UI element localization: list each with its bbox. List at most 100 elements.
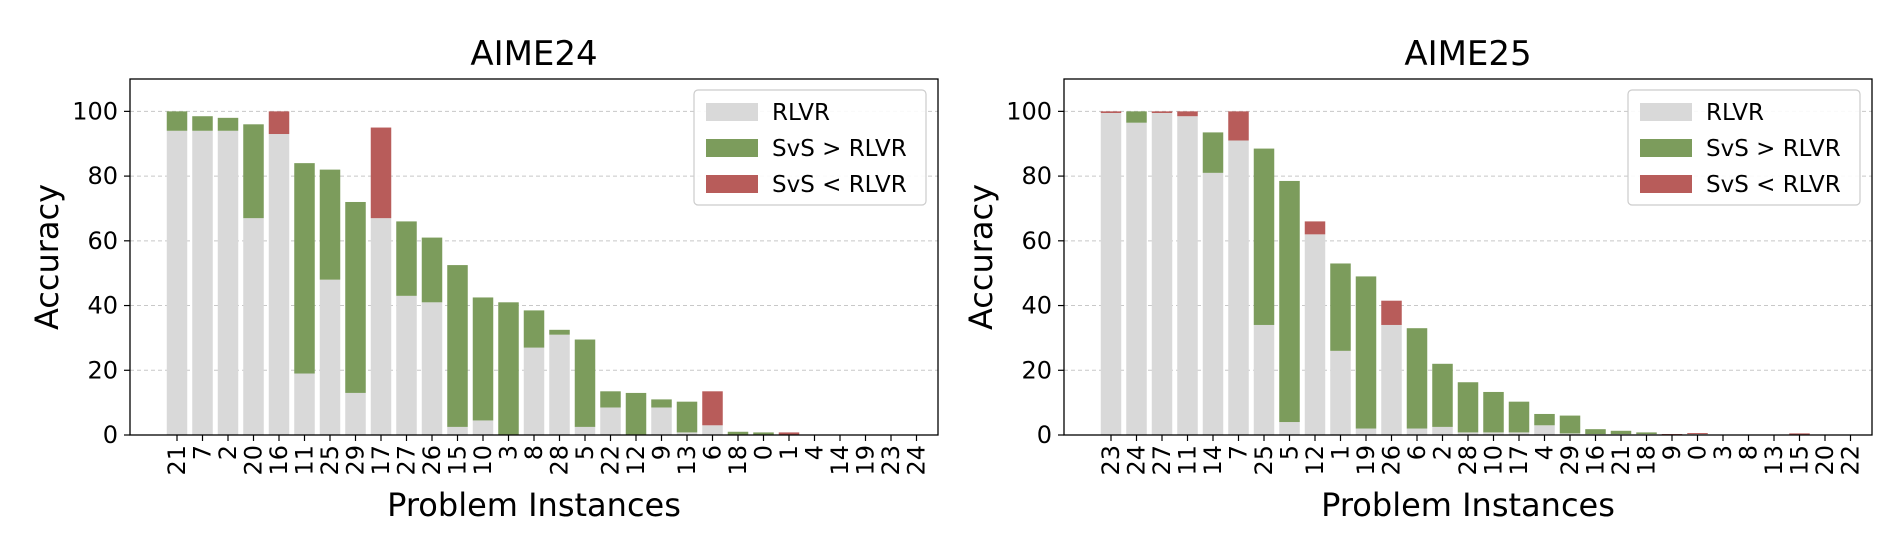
x-tick-label: 12: [1301, 445, 1329, 476]
x-tick-label: 9: [648, 445, 676, 460]
bar-24-svs-better: [1126, 111, 1147, 123]
plot-frame: [129, 78, 939, 436]
bar-16-rlvr: [268, 134, 290, 435]
legend: RLVR SvS > RLVR SvS < RLVR: [693, 89, 927, 206]
x-tick-label: 10: [469, 445, 497, 476]
x-tick-label: 23: [1097, 445, 1125, 476]
bar-15-svs-better: [447, 265, 468, 427]
bar-16-svs-better: [1585, 429, 1606, 435]
bar-1-svs-worse: [778, 432, 800, 435]
y-tick-label: 40: [87, 292, 118, 320]
bar-12-svs-worse: [1304, 221, 1326, 235]
chart-title: AIME24: [470, 34, 597, 74]
bar-15-svs-worse: [1789, 433, 1810, 435]
x-tick-label: 25: [1250, 445, 1278, 476]
bar-24-rlvr: [1126, 122, 1147, 435]
bar-14-rlvr: [1202, 172, 1224, 435]
y-tick-label: 100: [1006, 97, 1052, 125]
legend-label: SvS < RLVR: [772, 172, 907, 198]
x-tick-label: 27: [393, 445, 421, 476]
bar-0-svs-worse: [1687, 433, 1708, 435]
x-axis-label: Problem Instances: [1321, 486, 1615, 524]
bar-10-rlvr: [472, 420, 494, 435]
legend: RLVR SvS > RLVR SvS < RLVR: [1627, 89, 1861, 206]
bar-10-svs-better: [472, 297, 494, 421]
bar-26-rlvr: [421, 302, 443, 435]
bar-8-svs-better: [523, 310, 545, 348]
bar-17-rlvr: [1508, 432, 1530, 435]
bar-11-svs-better: [294, 163, 315, 374]
bar-10-svs-better: [1483, 391, 1504, 433]
bar-7-svs-worse: [1228, 111, 1249, 141]
bar-27-rlvr: [396, 295, 417, 435]
x-tick-label: 9: [1658, 445, 1686, 460]
x-tick-label: 21: [1607, 445, 1635, 476]
bar-21-svs-better: [1610, 430, 1632, 435]
x-tick-label: 11: [291, 445, 319, 476]
bar-27-svs-worse: [1151, 111, 1173, 113]
x-tick-label: 29: [342, 445, 370, 476]
legend-swatch-svs-better: [1640, 139, 1692, 157]
x-tick-label: 19: [852, 445, 880, 476]
x-tick-label: 17: [1505, 445, 1533, 476]
x-tick-label: 7: [189, 445, 217, 460]
bar-11-rlvr: [294, 373, 315, 435]
bar-22-svs-better: [600, 391, 621, 408]
x-tick-label: 27: [1148, 445, 1176, 476]
x-tick-label: 18: [724, 445, 752, 476]
x-tick-label: 25: [316, 445, 344, 476]
bar-17-rlvr: [370, 218, 392, 435]
bar-16-svs-worse: [268, 111, 290, 135]
bar-14-svs-better: [1202, 132, 1224, 173]
y-tick-label: 80: [87, 162, 118, 190]
chart-title: AIME25: [1404, 34, 1531, 74]
bar-6-svs-better: [1406, 328, 1428, 429]
bar-8-rlvr: [523, 347, 545, 435]
x-tick-label: 1: [775, 445, 803, 460]
bar-25-rlvr: [319, 279, 341, 435]
legend-label: SvS > RLVR: [772, 136, 907, 162]
x-tick-label: 13: [673, 445, 701, 476]
plot-frame: [1063, 78, 1873, 436]
x-tick-label: 14: [1199, 445, 1227, 476]
x-tick-label: 6: [1403, 445, 1431, 460]
x-tick-label: 24: [903, 445, 931, 476]
bar-17-svs-worse: [370, 127, 392, 219]
x-tick-label: 20: [1811, 445, 1839, 476]
x-tick-label: 13: [1760, 445, 1788, 476]
bar-3-svs-better: [498, 302, 519, 435]
bar-28-rlvr: [1457, 432, 1479, 435]
y-tick-label: 100: [72, 97, 118, 125]
bar-27-rlvr: [1151, 112, 1173, 436]
bar-7-rlvr: [192, 130, 213, 436]
y-tick-label: 0: [103, 421, 118, 449]
bar-21-rlvr: [166, 130, 188, 436]
x-tick-label: 26: [418, 445, 446, 476]
x-tick-label: 4: [1531, 445, 1559, 460]
bar-12-rlvr: [1304, 234, 1326, 435]
bar-21-svs-better: [166, 111, 188, 131]
y-tick-label: 0: [1037, 421, 1052, 449]
bar-12-svs-better: [625, 392, 647, 435]
x-tick-label: 12: [622, 445, 650, 476]
x-tick-label: 7: [1225, 445, 1253, 460]
bar-6-rlvr: [702, 425, 723, 435]
bar-20-rlvr: [243, 218, 264, 435]
x-tick-label: 5: [1276, 445, 1304, 460]
bar-4-svs-better: [1534, 413, 1555, 426]
legend-label: SvS < RLVR: [1706, 172, 1841, 198]
bar-19-rlvr: [1355, 428, 1377, 435]
x-tick-label: 8: [1735, 445, 1763, 460]
bar-23-rlvr: [1100, 112, 1122, 436]
legend-label: SvS > RLVR: [1706, 136, 1841, 162]
bar-17-svs-better: [1508, 401, 1530, 433]
bar-5-rlvr: [1279, 422, 1300, 435]
bar-5-svs-better: [574, 339, 596, 427]
legend-label: RLVR: [1706, 100, 1764, 126]
x-tick-label: 6: [699, 445, 727, 460]
x-tick-label: 28: [546, 445, 574, 476]
bar-25-svs-better: [1253, 148, 1275, 325]
x-tick-label: 18: [1633, 445, 1661, 476]
bar-4-rlvr: [1534, 425, 1555, 435]
